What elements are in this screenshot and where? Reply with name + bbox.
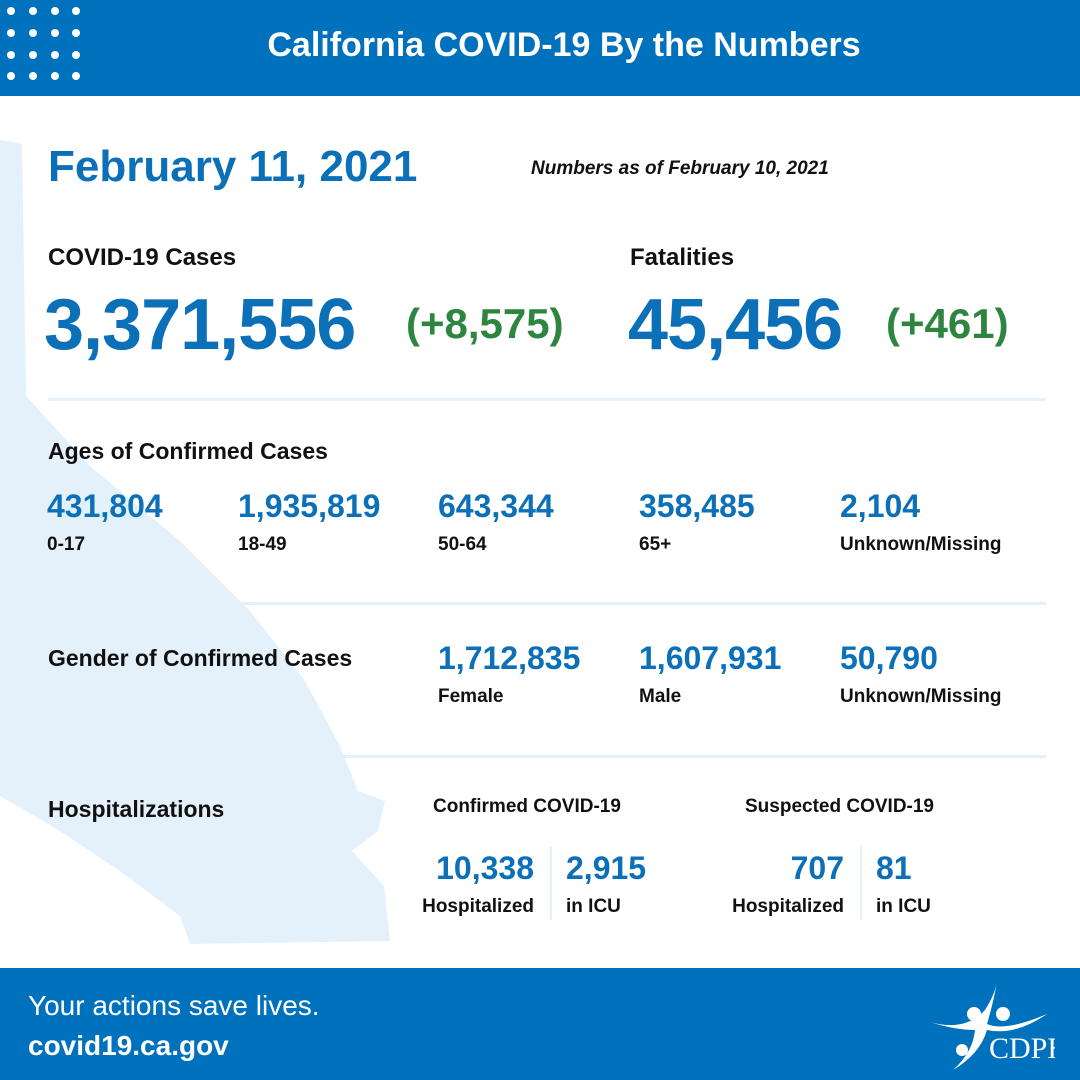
gender-value: 1,712,835 — [438, 640, 581, 676]
as-of-note: Numbers as of February 10, 2021 — [531, 158, 829, 179]
footer-banner: Your actions save lives. covid19.ca.gov … — [0, 968, 1080, 1080]
dot — [51, 51, 59, 59]
gender-value: 1,607,931 — [639, 640, 782, 676]
divider — [48, 755, 1046, 758]
divider — [860, 846, 862, 920]
dot — [51, 29, 59, 37]
gender-category-label: Female — [438, 686, 504, 707]
header-banner: California COVID-19 By the Numbers — [0, 0, 1080, 96]
logo-text: CDPH — [989, 1032, 1055, 1065]
fatalities-change: (+461) — [886, 300, 1009, 347]
dot — [72, 7, 80, 15]
dot — [51, 72, 59, 80]
suspected-icu-value: 81 — [876, 850, 912, 886]
divider — [48, 398, 1046, 401]
report-date: February 11, 2021 — [48, 142, 418, 191]
dot — [72, 29, 80, 37]
gender-label: Gender of Confirmed Cases — [48, 645, 353, 671]
dot — [72, 72, 80, 80]
ages-value: 431,804 — [47, 488, 163, 524]
california-map-background — [0, 140, 390, 944]
fatalities-value: 45,456 — [628, 285, 843, 365]
fatalities-label: Fatalities — [630, 244, 735, 271]
cases-label: COVID-19 Cases — [48, 244, 237, 271]
ages-category-label: 65+ — [639, 534, 672, 555]
gender-category-label: Unknown/Missing — [840, 686, 1002, 707]
ages-value: 358,485 — [639, 488, 755, 524]
divider — [48, 602, 1046, 605]
dot — [29, 72, 37, 80]
confirmed-icu-label: in ICU — [566, 896, 621, 917]
suspected-title: Suspected COVID-19 — [745, 796, 934, 817]
cdph-logo: CDPH — [930, 982, 1055, 1070]
page-title: California COVID-19 By the Numbers — [267, 26, 861, 64]
dot — [7, 29, 15, 37]
dot — [7, 7, 15, 15]
cases-value: 3,371,556 — [44, 285, 356, 365]
ages-label: Ages of Confirmed Cases — [48, 438, 328, 464]
suspected-icu-label: in ICU — [876, 896, 931, 917]
confirmed-title: Confirmed COVID-19 — [433, 796, 621, 817]
tagline: Your actions save lives. — [28, 990, 320, 1021]
dot — [29, 29, 37, 37]
confirmed-hospitalized-label: Hospitalized — [422, 896, 534, 917]
confirmed-icu-value: 2,915 — [566, 850, 647, 886]
ages-category-label: 18-49 — [238, 534, 287, 555]
dot — [29, 7, 37, 15]
gender-category-label: Male — [639, 686, 682, 707]
dot — [7, 72, 15, 80]
divider — [550, 846, 552, 920]
ages-category-label: 50-64 — [438, 534, 487, 555]
suspected-hospitalized-label: Hospitalized — [732, 896, 844, 917]
gender-value: 50,790 — [840, 640, 938, 676]
dot — [7, 51, 15, 59]
ages-value: 643,344 — [438, 488, 554, 524]
confirmed-hospitalized-value: 10,338 — [436, 850, 534, 886]
dot — [29, 51, 37, 59]
website-link[interactable]: covid19.ca.gov — [28, 1030, 229, 1061]
ages-value: 2,104 — [840, 488, 921, 524]
ages-category-label: 0-17 — [47, 534, 86, 555]
suspected-hospitalized-value: 707 — [790, 850, 844, 886]
hospitalizations-label: Hospitalizations — [48, 796, 225, 822]
dot — [51, 7, 59, 15]
dot — [72, 51, 80, 59]
ages-category-label: Unknown/Missing — [840, 534, 1002, 555]
ages-value: 1,935,819 — [238, 488, 381, 524]
cases-change: (+8,575) — [406, 300, 564, 347]
